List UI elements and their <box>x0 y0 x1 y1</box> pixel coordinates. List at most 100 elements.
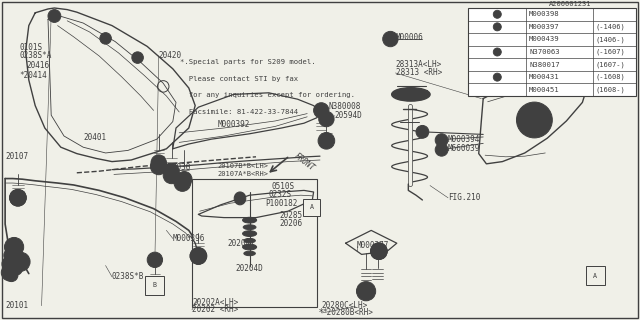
Text: (1607-): (1607-) <box>595 61 625 68</box>
Circle shape <box>493 23 501 31</box>
Text: M000377: M000377 <box>357 241 390 250</box>
Text: 20594D: 20594D <box>335 111 362 120</box>
Text: (-1607): (-1607) <box>595 49 625 55</box>
Text: 20204D: 20204D <box>236 264 263 273</box>
Text: M000439: M000439 <box>529 36 560 43</box>
Text: 0238S*B: 0238S*B <box>112 272 145 281</box>
Text: 20416: 20416 <box>27 61 50 70</box>
Ellipse shape <box>243 217 257 223</box>
FancyBboxPatch shape <box>145 276 164 295</box>
Text: N380017: N380017 <box>529 61 560 68</box>
Text: 28313 <RH>: 28313 <RH> <box>396 68 442 77</box>
Text: M000394: M000394 <box>448 135 481 144</box>
Circle shape <box>177 172 192 187</box>
Text: 20107A*B<RH>: 20107A*B<RH> <box>218 172 269 177</box>
Text: N380008: N380008 <box>329 102 362 111</box>
Circle shape <box>2 256 17 272</box>
Circle shape <box>416 125 429 138</box>
Text: 0238S*A: 0238S*A <box>19 52 52 60</box>
Text: (-1608): (-1608) <box>595 74 625 80</box>
Text: 28313A<LH>: 28313A<LH> <box>396 60 442 69</box>
Circle shape <box>435 143 448 156</box>
Text: 20107B*B<LH>: 20107B*B<LH> <box>218 164 269 169</box>
Text: M000451: M000451 <box>529 87 560 93</box>
Text: 4: 4 <box>495 74 499 80</box>
Text: for any inquiries except for ordering.: for any inquiries except for ordering. <box>180 92 355 99</box>
Text: 20202A<LH>: 20202A<LH> <box>192 298 238 307</box>
Text: M000398: M000398 <box>529 11 560 17</box>
Text: (-1406): (-1406) <box>595 24 625 30</box>
Text: 2: 2 <box>377 248 381 254</box>
Text: *: * <box>319 308 323 318</box>
Text: 20101: 20101 <box>5 301 28 310</box>
Text: N350030: N350030 <box>159 164 191 172</box>
Text: 20401: 20401 <box>83 133 106 142</box>
Circle shape <box>190 248 207 264</box>
Circle shape <box>529 115 540 125</box>
Circle shape <box>318 132 335 149</box>
Ellipse shape <box>243 231 257 236</box>
Text: 1: 1 <box>495 11 499 17</box>
Text: A: A <box>310 204 314 210</box>
Circle shape <box>10 189 26 206</box>
Text: M000397: M000397 <box>529 24 560 30</box>
Circle shape <box>150 158 167 175</box>
Circle shape <box>493 10 501 18</box>
Circle shape <box>523 108 546 132</box>
Text: 4: 4 <box>16 195 20 201</box>
Ellipse shape <box>243 225 256 230</box>
Circle shape <box>132 52 143 63</box>
Text: 3: 3 <box>495 49 499 55</box>
Ellipse shape <box>243 244 257 250</box>
Text: 20285: 20285 <box>280 211 303 220</box>
Text: 0101S: 0101S <box>19 43 42 52</box>
Circle shape <box>319 111 334 127</box>
Text: M000396: M000396 <box>173 234 205 243</box>
Circle shape <box>1 264 18 281</box>
Ellipse shape <box>234 192 246 205</box>
Circle shape <box>190 248 207 264</box>
Text: 20107: 20107 <box>5 152 28 161</box>
Circle shape <box>11 252 30 271</box>
Circle shape <box>164 164 179 179</box>
Circle shape <box>4 237 24 257</box>
Bar <box>192 179 317 307</box>
Circle shape <box>4 248 19 263</box>
Ellipse shape <box>244 238 255 243</box>
Text: *20280B<RH>: *20280B<RH> <box>322 308 372 317</box>
Text: 20280C<LH>: 20280C<LH> <box>322 301 368 310</box>
Ellipse shape <box>236 194 244 203</box>
Text: M000431: M000431 <box>529 74 560 80</box>
Text: *.Special parts for S209 model.: *.Special parts for S209 model. <box>180 59 316 65</box>
Text: 1: 1 <box>170 172 173 178</box>
Circle shape <box>493 73 501 81</box>
Ellipse shape <box>404 92 417 97</box>
Circle shape <box>493 48 501 56</box>
Text: 0232S: 0232S <box>269 190 292 199</box>
Circle shape <box>147 252 163 268</box>
Circle shape <box>51 12 58 20</box>
Circle shape <box>516 102 552 138</box>
Text: A: A <box>593 273 597 279</box>
Text: (1608-): (1608-) <box>595 86 625 93</box>
Text: Facsimile: 81-422-33-7844: Facsimile: 81-422-33-7844 <box>180 109 299 115</box>
Text: M00006: M00006 <box>396 33 423 42</box>
Text: FRONT: FRONT <box>293 152 317 173</box>
FancyBboxPatch shape <box>586 266 605 285</box>
Circle shape <box>435 134 448 147</box>
Ellipse shape <box>244 251 255 256</box>
Circle shape <box>151 155 166 170</box>
Text: 20202 <RH>: 20202 <RH> <box>192 305 238 314</box>
Text: 1: 1 <box>157 164 161 169</box>
Circle shape <box>10 262 22 275</box>
Circle shape <box>5 269 18 282</box>
Circle shape <box>100 33 111 44</box>
Text: N370063: N370063 <box>529 49 560 55</box>
Circle shape <box>371 243 387 260</box>
Text: P100182: P100182 <box>266 199 298 208</box>
Circle shape <box>314 103 329 118</box>
Text: A200001231: A200001231 <box>549 1 591 7</box>
Circle shape <box>174 175 191 191</box>
Circle shape <box>163 167 180 184</box>
Text: M660039: M660039 <box>448 144 481 153</box>
